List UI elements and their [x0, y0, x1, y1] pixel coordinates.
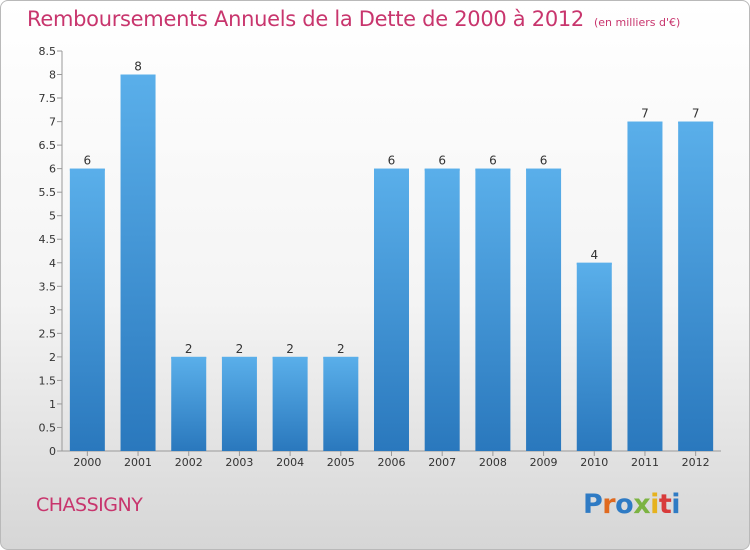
- data-label-2005: 2: [337, 342, 345, 356]
- bar-top-2008: [475, 168, 511, 171]
- data-label-2011: 7: [641, 107, 649, 121]
- y-tick-label: 3: [49, 304, 56, 317]
- bar-2005: [323, 356, 359, 451]
- bar-top-2001: [120, 74, 156, 77]
- y-tick-label: 2.5: [39, 327, 57, 340]
- y-tick-label: 7: [49, 116, 56, 129]
- y-tick-label: 6.5: [39, 139, 57, 152]
- data-label-2012: 7: [692, 107, 700, 121]
- y-tick-label: 5.5: [39, 186, 57, 199]
- logo-letter: t: [658, 489, 672, 520]
- bar-2008: [475, 168, 511, 451]
- bar-2002: [171, 356, 207, 451]
- x-tick-label-2011: 2011: [631, 456, 659, 469]
- chart-title: Remboursements Annuels de la Dette de 20…: [27, 7, 680, 31]
- y-tick-label: 7.5: [39, 92, 57, 105]
- y-tick-label: 0: [49, 445, 56, 458]
- chart-unit-note: (en milliers d'€): [594, 16, 681, 29]
- bar-top-2004: [272, 356, 308, 359]
- commune-name: CHASSIGNY: [36, 494, 143, 516]
- x-tick-label-2004: 2004: [276, 456, 304, 469]
- chart-bars: 6 8 2 2 2 2 6 6 6 6 4 7 7: [69, 60, 714, 452]
- bar-top-2007: [424, 168, 460, 171]
- bar-top-2012: [678, 121, 714, 124]
- x-tick-label-2007: 2007: [428, 456, 456, 469]
- y-tick-label: 1: [49, 398, 56, 411]
- x-tick-label-2012: 2012: [682, 456, 710, 469]
- bar-2012: [678, 121, 714, 452]
- bar-2003: [221, 356, 257, 451]
- logo-letter: x: [633, 489, 651, 520]
- bar-top-2006: [374, 168, 409, 171]
- data-label-2000: 6: [84, 154, 92, 168]
- bar-2000: [69, 168, 105, 451]
- x-tick-label-2009: 2009: [530, 456, 558, 469]
- bar-top-2009: [526, 168, 562, 171]
- logo-letter: i: [650, 489, 659, 520]
- data-label-2003: 2: [236, 342, 244, 356]
- y-tick-label: 4.5: [39, 233, 57, 246]
- x-tick-label-2008: 2008: [479, 456, 507, 469]
- bar-2006: [374, 168, 409, 451]
- y-tick-label: 8.5: [39, 45, 57, 58]
- x-tick-label-2001: 2001: [124, 456, 152, 469]
- data-label-2010: 4: [590, 248, 598, 262]
- y-tick-label: 5: [49, 210, 56, 223]
- bar-2010: [576, 262, 612, 451]
- data-label-2002: 2: [185, 342, 193, 356]
- chart-axes: 0 0.5 1 1.5 2 2.5 3 3.5 4 4.5 5 5.5 6 6.5 7 7.5 8 8.5 2000…: [39, 45, 721, 469]
- y-tick-label: 6: [49, 163, 56, 176]
- data-label-2009: 6: [540, 154, 548, 168]
- logo-letter: r: [602, 489, 616, 520]
- x-tick-label-2003: 2003: [225, 456, 253, 469]
- bar-2011: [627, 121, 663, 452]
- x-tick-label-2006: 2006: [378, 456, 406, 469]
- bar-top-2003: [221, 356, 257, 359]
- y-tick-label: 0.5: [39, 421, 57, 434]
- bar-2001: [120, 74, 156, 451]
- bar-top-2002: [171, 356, 207, 359]
- data-label-2001: 8: [134, 60, 142, 74]
- bar-top-2010: [576, 262, 612, 265]
- logo-letter: P: [583, 489, 603, 520]
- x-tick-label-2000: 2000: [73, 456, 101, 469]
- proxiti-logo: Proxiti: [583, 489, 681, 520]
- y-tick-label: 4: [49, 257, 56, 270]
- chart-title-text: Remboursements Annuels de la Dette de 20…: [27, 7, 584, 31]
- data-label-2008: 6: [489, 154, 497, 168]
- bar-2007: [424, 168, 460, 451]
- data-label-2006: 6: [388, 154, 396, 168]
- logo-letter: o: [615, 489, 634, 520]
- x-tick-label-2005: 2005: [327, 456, 355, 469]
- bar-top-2005: [323, 356, 359, 359]
- bar-2004: [272, 356, 308, 451]
- bar-top-2000: [69, 168, 105, 171]
- y-tick-label: 8: [49, 69, 56, 82]
- data-label-2007: 6: [438, 154, 446, 168]
- y-tick-label: 1.5: [39, 374, 57, 387]
- y-tick-label: 2: [49, 351, 56, 364]
- logo-letter: i: [671, 489, 681, 520]
- data-label-2004: 2: [286, 342, 294, 356]
- x-tick-label-2002: 2002: [175, 456, 203, 469]
- bar-top-2011: [627, 121, 663, 124]
- bar-2009: [526, 168, 562, 451]
- y-tick-label: 3.5: [39, 280, 57, 293]
- x-tick-label-2010: 2010: [580, 456, 608, 469]
